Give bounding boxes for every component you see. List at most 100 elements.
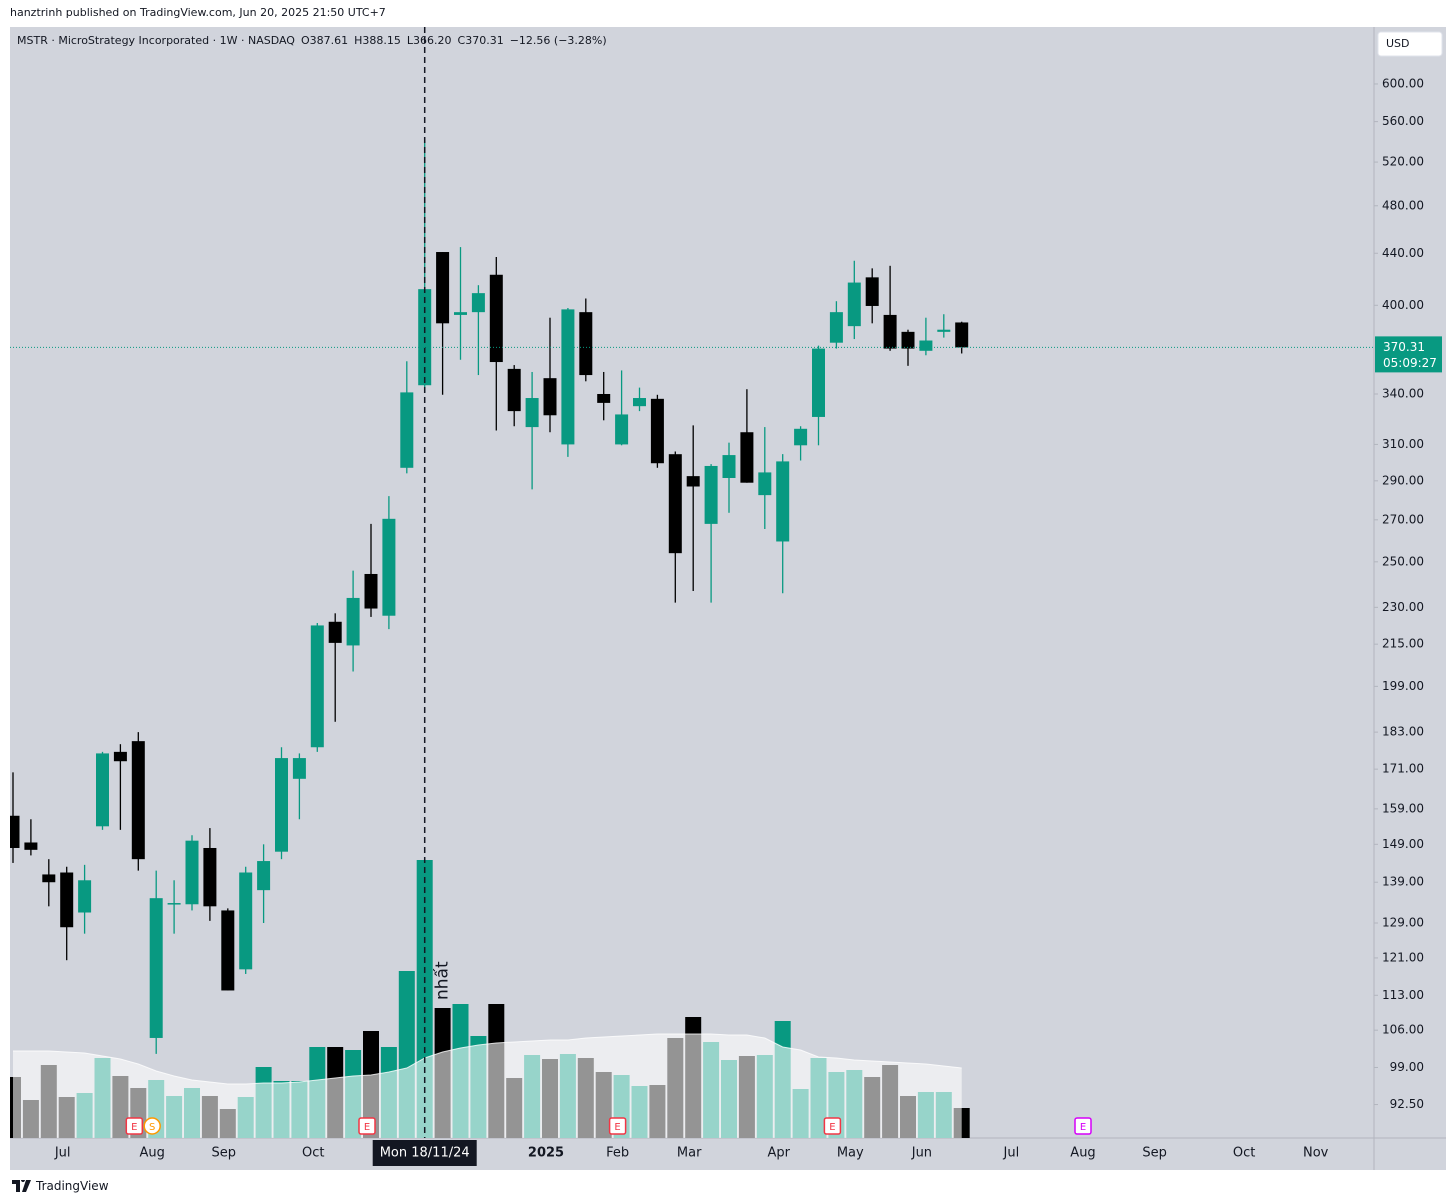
y-tick-label: 149.00	[1382, 837, 1424, 851]
event-label: E	[364, 1122, 370, 1133]
x-tick-label: Aug	[1070, 1146, 1095, 1161]
candle-body	[78, 880, 92, 913]
y-tick-label: 171.00	[1382, 762, 1424, 776]
candle-body	[454, 312, 467, 315]
candle-body	[275, 758, 288, 852]
event-marker	[1074, 1117, 1092, 1135]
candle-body	[668, 454, 682, 554]
legend-close: C370.31	[458, 34, 504, 47]
x-tick-label: Oct	[302, 1146, 324, 1161]
candle-body	[919, 340, 933, 351]
volume-ma-area	[13, 1034, 962, 1138]
candle-body	[829, 312, 843, 343]
x-tick-label: Aug	[140, 1146, 165, 1161]
candle-body	[847, 282, 861, 327]
candle-body	[239, 872, 253, 970]
candle-body	[901, 331, 915, 349]
y-tick-label: 230.00	[1382, 600, 1424, 614]
candle-body	[543, 378, 557, 416]
candle-body	[400, 392, 414, 468]
x-tick-label: Nov	[1303, 1146, 1329, 1161]
candle-body	[812, 348, 825, 417]
y-tick-label: 250.00	[1382, 554, 1424, 568]
volume-ma-line	[13, 1033, 962, 1085]
x-tick-label: Sep	[1142, 1146, 1167, 1161]
y-tick-label: 215.00	[1382, 637, 1424, 651]
crosshair-label: Mon 18/11/24	[380, 1146, 470, 1161]
candle-body	[937, 329, 951, 332]
y-tick-label: 199.00	[1382, 679, 1424, 693]
candle-body	[471, 293, 485, 313]
y-tick-label: 92.50	[1390, 1097, 1424, 1111]
axes: 600.00 560.00 520.00 480.00 440.00 400.00 340.…	[10, 27, 1442, 1166]
x-tick-label: Jul	[54, 1146, 71, 1161]
event-label: S	[149, 1122, 155, 1133]
x-tick-label: Sep	[212, 1146, 237, 1161]
candle-body	[955, 322, 969, 348]
legend: MSTR · MicroStrategy Incorporated · 1W ·…	[17, 34, 607, 47]
y-tick-label: 310.00	[1382, 437, 1424, 451]
candle-body	[758, 472, 772, 496]
candle-body	[167, 903, 181, 905]
y-tick-label: 270.00	[1382, 512, 1424, 526]
chart-background	[10, 27, 1446, 1170]
candle-body	[149, 898, 163, 1038]
x-tick-label: Oct	[1233, 1146, 1255, 1161]
candle-body	[328, 621, 342, 643]
candle-body	[10, 815, 20, 848]
candle-body	[597, 393, 611, 403]
event-marker	[143, 1117, 161, 1135]
candle-body	[292, 758, 306, 779]
event-marker	[608, 1117, 627, 1135]
y-tick-label: 183.00	[1382, 725, 1424, 739]
y-tick-label: 106.00	[1382, 1023, 1424, 1037]
candle-body	[615, 414, 629, 445]
y-tick-label: 121.00	[1382, 950, 1424, 964]
event-label: E	[829, 1122, 835, 1133]
y-tick-label: 400.00	[1382, 298, 1424, 312]
y-tick-label: 129.00	[1382, 915, 1424, 929]
candle-body	[346, 597, 360, 646]
y-tick-label: 440.00	[1382, 246, 1424, 260]
candle-body	[382, 518, 396, 616]
candle-body	[310, 625, 324, 748]
candle-body	[633, 398, 646, 407]
legend-low: L366.20	[407, 34, 452, 47]
y-tick-label: 290.00	[1382, 473, 1424, 487]
x-tick-label: 2025	[528, 1146, 564, 1161]
event-label: E	[131, 1122, 137, 1133]
candle-body	[579, 312, 593, 376]
currency-button[interactable]	[1377, 31, 1443, 57]
candle-body	[561, 309, 575, 445]
legend-open: O387.61	[301, 34, 348, 47]
y-tick-label: 560.00	[1382, 114, 1424, 128]
y-tick-label: 139.00	[1382, 875, 1424, 889]
candle-body	[24, 842, 38, 850]
candle-body	[883, 314, 897, 349]
y-tick-label: 520.00	[1382, 155, 1424, 169]
last-price-label: 370.31	[1383, 340, 1425, 354]
candle-body	[650, 398, 664, 464]
candle-body	[507, 368, 521, 412]
y-tick-label: 113.00	[1382, 988, 1424, 1002]
candle-body	[96, 753, 109, 827]
candle-body	[221, 910, 235, 991]
candle-body	[60, 872, 74, 928]
candle-body	[776, 461, 790, 542]
candle-body	[525, 398, 539, 428]
y-tick-label: 480.00	[1382, 198, 1424, 212]
candle-body	[364, 573, 378, 609]
event-marker	[823, 1117, 842, 1135]
candle-body	[257, 861, 271, 891]
legend-change: −12.56 (−3.28%)	[510, 34, 607, 47]
candle-body	[865, 277, 879, 306]
event-label: E	[614, 1122, 620, 1133]
y-tick-label: 99.00	[1390, 1060, 1424, 1074]
currency-label[interactable]: USD	[1386, 37, 1410, 50]
footer: TradingView	[12, 1179, 109, 1193]
x-tick-label: Jul	[1003, 1146, 1020, 1161]
volume-pane	[10, 860, 970, 1138]
legend-high: H388.15	[354, 34, 401, 47]
